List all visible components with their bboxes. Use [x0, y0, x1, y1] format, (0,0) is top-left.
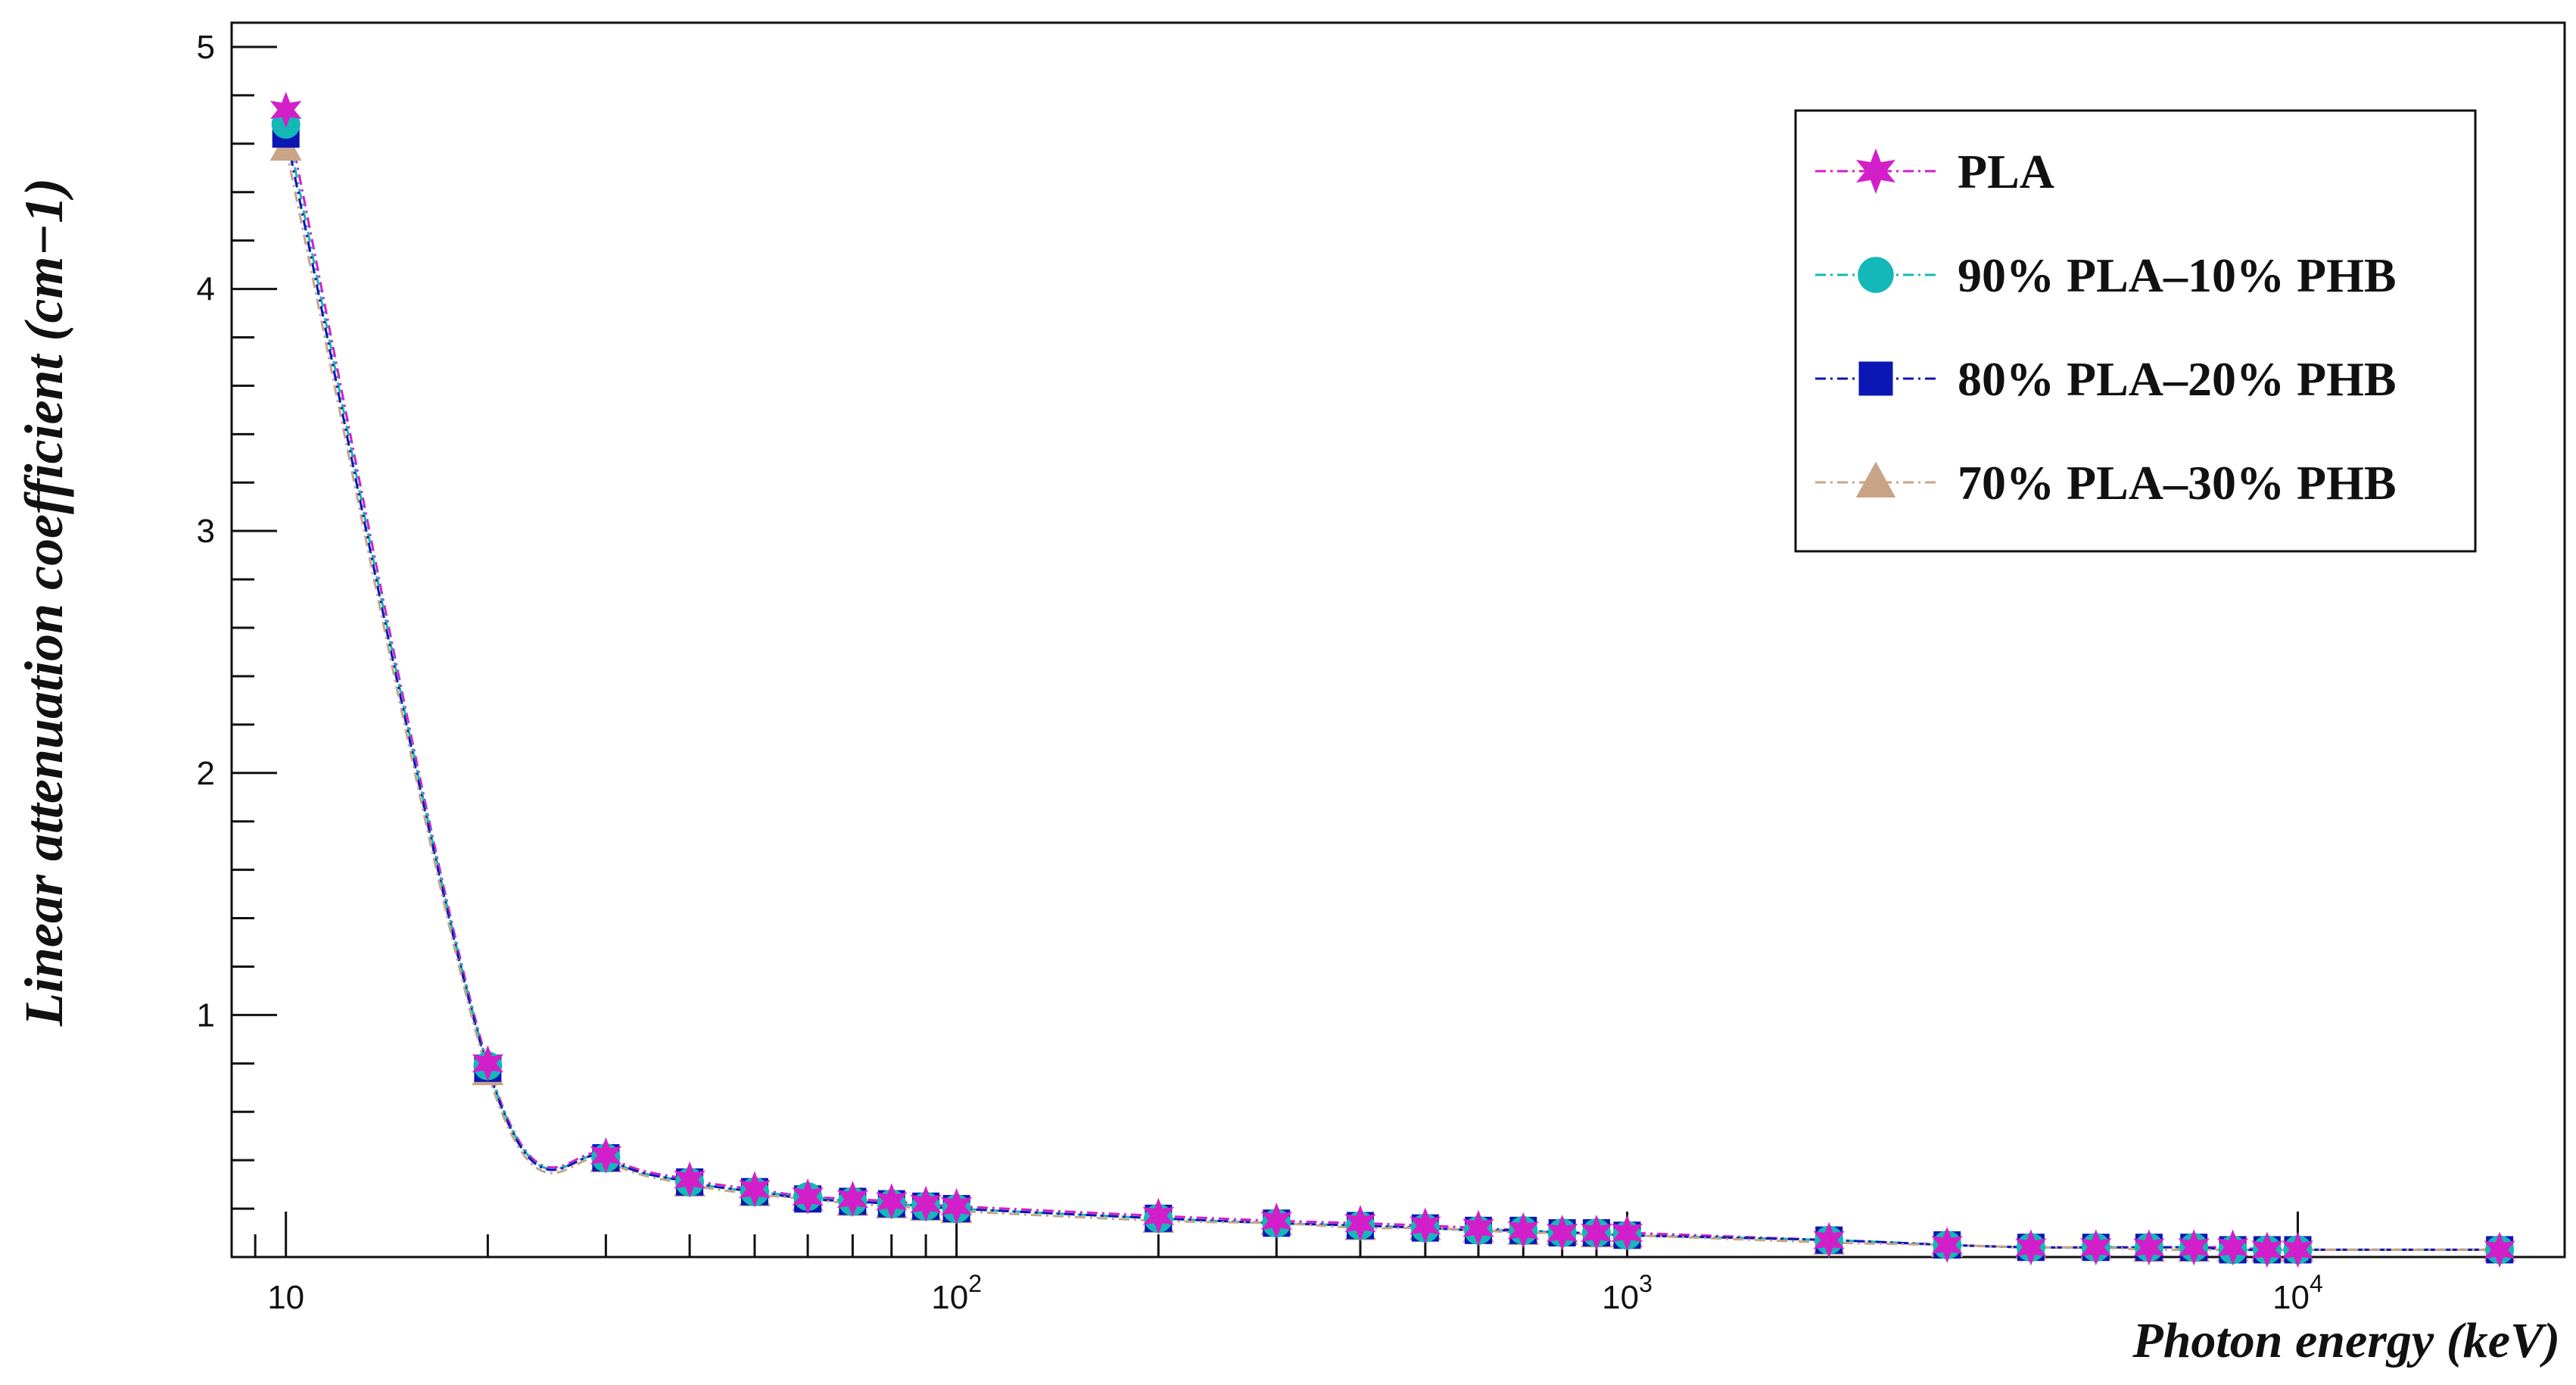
- data-point: [940, 1187, 973, 1224]
- legend-label: 70% PLA–30% PHB: [1958, 456, 2397, 510]
- data-point: [2133, 1229, 2165, 1266]
- series-layer: [269, 92, 2516, 1268]
- data-point: [910, 1185, 942, 1222]
- x-tick-label: 104: [2272, 1270, 2323, 1316]
- data-point: [1581, 1215, 1612, 1251]
- series-markers: [269, 92, 2515, 1268]
- data-point: [1611, 1215, 1643, 1251]
- data-point: [792, 1178, 824, 1215]
- data-point: [674, 1161, 706, 1198]
- series-3: [285, 148, 2500, 1252]
- data-point: [1858, 257, 1894, 293]
- data-point: [2080, 1229, 2112, 1266]
- data-point: [472, 1045, 504, 1082]
- series-0: [285, 109, 2500, 1252]
- data-point: [1856, 148, 1895, 194]
- data-point: [1344, 1205, 1376, 1242]
- y-tick-label: 2: [197, 755, 215, 792]
- data-point: [1507, 1212, 1540, 1249]
- y-tick-label: 3: [197, 513, 215, 550]
- legend-box: [1794, 109, 2477, 553]
- data-point: [2484, 1231, 2515, 1268]
- data-point: [2251, 1231, 2283, 1268]
- data-point: [1931, 1227, 1963, 1263]
- data-point: [1260, 1203, 1293, 1240]
- x-tick-label: 102: [931, 1270, 982, 1316]
- y-axis-ticks: 1 2 3 4 5: [197, 29, 277, 1210]
- data-point: [2178, 1229, 2210, 1266]
- data-point: [1462, 1209, 1494, 1246]
- x-axis-title: Photon energy (keV): [2132, 1313, 2560, 1368]
- series-line: [285, 109, 2500, 1252]
- data-point: [836, 1181, 869, 1218]
- data-point: [1855, 461, 1896, 498]
- data-point: [1546, 1215, 1578, 1251]
- data-point: [269, 92, 302, 129]
- data-point: [1409, 1207, 1441, 1244]
- data-point: [1858, 361, 1893, 396]
- data-point: [2282, 1231, 2314, 1268]
- data-point: [1813, 1221, 1845, 1259]
- data-point: [2015, 1229, 2047, 1266]
- data-point: [876, 1183, 908, 1220]
- y-axis-title: Linear attenuation coefficient (cm−1): [14, 178, 74, 1027]
- data-point: [2216, 1229, 2249, 1266]
- data-point: [1142, 1197, 1175, 1234]
- data-point: [739, 1171, 771, 1208]
- legend: PLA 90% PLA–10% PHB 80% PLA–20% PHB 70% PLA…: [1794, 109, 2477, 553]
- plot-frame: [230, 21, 2566, 1259]
- legend-label: 90% PLA–10% PHB: [1958, 248, 2397, 302]
- legend-label: PLA: [1958, 145, 2054, 198]
- legend-label: 80% PLA–20% PHB: [1958, 352, 2397, 406]
- y-tick-label: 1: [197, 997, 215, 1034]
- y-tick-label: 4: [197, 271, 215, 308]
- y-tick-label: 5: [197, 29, 215, 66]
- x-tick-label: 103: [1602, 1270, 1652, 1316]
- series-line: [285, 148, 2500, 1252]
- x-tick-label: 10: [267, 1279, 304, 1316]
- data-point: [590, 1137, 622, 1174]
